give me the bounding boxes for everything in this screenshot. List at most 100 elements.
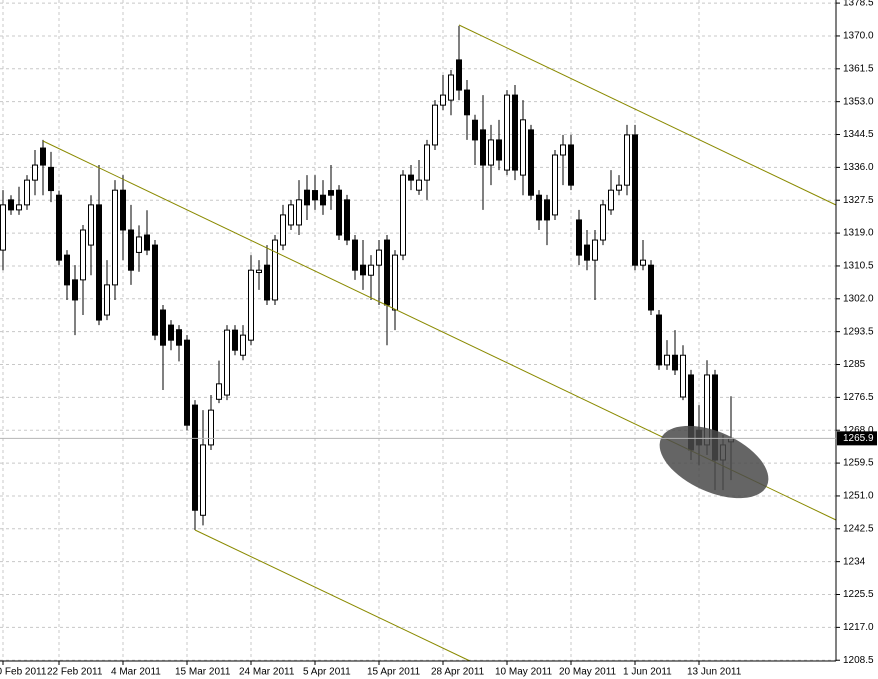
candle-body [456,59,462,91]
y-tick-label: 1336.0 [843,162,874,173]
candle-body [592,239,598,261]
candle-body [248,269,254,341]
y-tick-label: 1310.5 [843,261,874,272]
candle-body [664,354,670,366]
candle-body [472,119,478,141]
x-tick-label: 1 Jun 2011 [623,667,672,678]
candle-body [464,89,470,116]
y-tick-label: 1344.5 [843,129,874,140]
y-tick-label: 1353.0 [843,96,874,107]
candle-body [384,239,390,306]
candle-body [328,190,334,196]
candle-body [96,204,102,321]
y-tick-label: 1370.0 [843,31,874,42]
y-tick-label: 1327.5 [843,195,874,206]
candle-body [616,184,622,191]
y-tick-label: 1208.5 [843,655,874,666]
candle-body [496,139,502,161]
candle-body [536,194,542,221]
candle-body [512,94,518,171]
y-tick-label: 1293.5 [843,326,874,337]
x-tick-label: 5 Apr 2011 [303,667,351,678]
candle-body [288,204,294,226]
candle-body [392,254,398,311]
candle-body [160,309,166,346]
candle-body [640,259,646,266]
y-tick-label: 1225.5 [843,589,874,600]
drawing-objects [42,24,837,662]
candle-body [256,269,262,274]
candle-body [560,144,566,156]
candle-body [64,254,70,286]
candle-body [488,139,494,166]
candle-body [88,204,94,246]
candle-body [56,194,62,261]
candles [0,25,734,530]
candle-body [296,199,302,226]
candle-body [304,189,310,206]
x-tick-label: 13 Jun 2011 [687,667,742,678]
x-tick-label: 10 Feb 2011 [0,667,47,678]
candle-body [600,204,606,241]
x-tick-label: 22 Feb 2011 [47,667,103,678]
x-tick-label: 10 May 2011 [495,667,553,678]
candle-body [112,189,118,286]
candle-body [480,129,486,166]
candle-body [104,284,110,316]
candle-body [672,354,678,371]
x-tick-label: 15 Mar 2011 [175,667,231,678]
candle-body [200,444,206,516]
candle-body [192,404,198,511]
candle-body [72,279,78,301]
last-price-box [837,431,877,446]
candle-body [352,239,358,271]
candle-body [272,239,278,301]
x-tick-label: 28 Apr 2011 [431,667,485,678]
candle-body [448,74,454,101]
candle-body [312,190,318,201]
candle-body [40,147,46,166]
candle-body [152,244,158,336]
candle-body [80,229,86,281]
candle-body [16,204,22,211]
candle-body [24,179,30,206]
y-tick-label: 1302.0 [843,293,874,304]
y-tick-label: 1361.5 [843,63,874,74]
candle-body [240,334,246,356]
candle-body [504,94,510,171]
candle-body [376,249,382,266]
y-tick-label: 1242.5 [843,523,874,534]
candle-body [656,314,662,366]
y-tick-label: 1217.0 [843,622,874,633]
y-tick-label: 1276.5 [843,392,874,403]
candle-body [584,244,590,261]
candle-body [264,264,270,301]
channel-line-lower [194,529,471,662]
candle-body [400,174,406,256]
x-tick-label: 15 Apr 2011 [367,667,421,678]
y-tick-label: 1259.5 [843,458,874,469]
candle-body [416,179,422,191]
candle-body [544,199,550,221]
channel-line-upper [458,24,837,206]
candle-body [624,134,630,186]
highlight-ellipse [659,425,769,499]
candle-body [176,329,182,346]
candle-body [608,189,614,211]
candle-body [408,174,414,181]
candle-body [8,199,14,211]
candle-body [432,104,438,146]
candle-body [280,214,286,246]
candle-body [136,236,142,253]
candle-body [568,144,574,186]
candle-body [48,166,54,192]
y-tick-label: 1285 [843,359,866,370]
candle-body [680,354,686,398]
candle-body [144,234,150,251]
y-tick-label: 1268.0 [843,425,874,436]
candle-body [120,189,126,231]
candle-body [32,164,38,181]
candle-body [648,264,654,311]
